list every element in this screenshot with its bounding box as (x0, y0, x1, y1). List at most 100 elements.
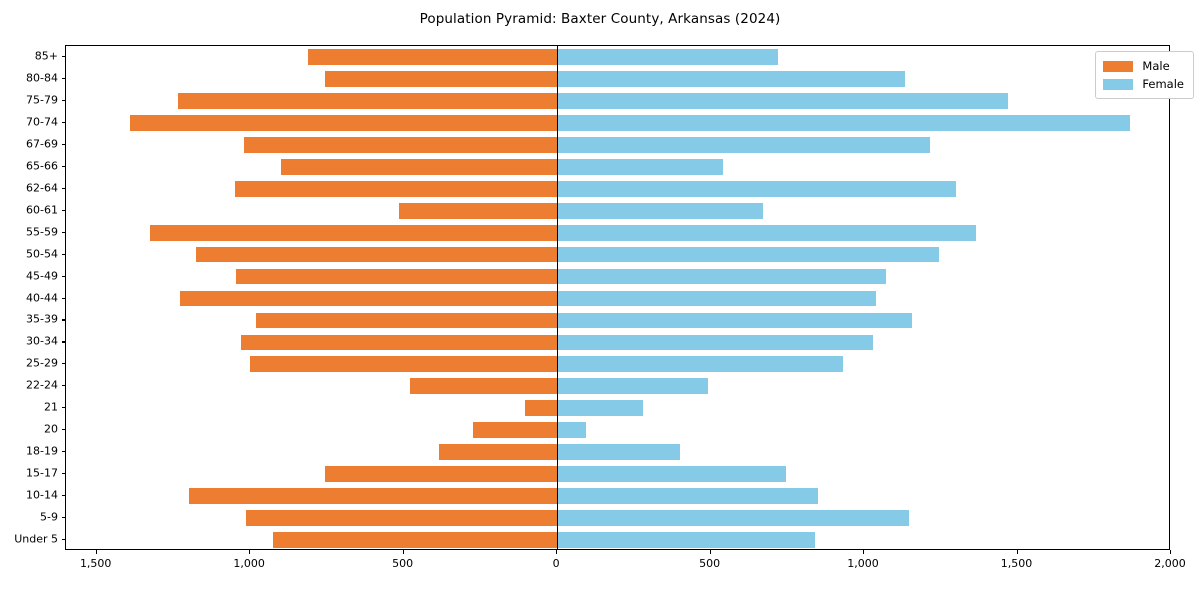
bar-male[interactable] (240, 334, 558, 351)
y-tick-label: 10-14 (26, 488, 58, 502)
bar-female[interactable] (557, 224, 977, 241)
bar-male[interactable] (273, 532, 558, 548)
y-tick-mark (61, 77, 65, 80)
legend-item-male[interactable]: Male (1103, 57, 1184, 75)
bar-female[interactable] (557, 510, 909, 526)
bar-male[interactable] (188, 488, 558, 504)
y-tick-mark (61, 495, 65, 497)
y-tick-label: 45-49 (26, 269, 58, 283)
bar-row (66, 224, 1169, 241)
bar-male[interactable] (244, 136, 558, 153)
y-tick-label: 18-19 (26, 444, 58, 458)
x-tick-label: 2,000 (1154, 557, 1186, 570)
y-tick-label: 25-29 (26, 356, 58, 370)
y-tick-label: 21 (44, 400, 58, 414)
bar-row (66, 202, 1169, 219)
legend-label: Female (1142, 77, 1184, 91)
bar-male[interactable] (150, 224, 558, 241)
y-tick-mark (61, 363, 65, 365)
bar-female[interactable] (557, 180, 957, 197)
zero-axis-line (557, 46, 559, 549)
bar-row (66, 71, 1169, 87)
x-tick-mark (709, 550, 711, 554)
bar-female[interactable] (557, 202, 763, 219)
bar-male[interactable] (234, 180, 558, 197)
bar-female[interactable] (557, 488, 818, 504)
bar-row (66, 180, 1169, 197)
page-title: Population Pyramid: Baxter County, Arkan… (419, 11, 781, 27)
bar-row (66, 136, 1169, 153)
bar-male[interactable] (325, 71, 558, 87)
y-tick-mark (61, 429, 65, 431)
bar-row (66, 158, 1169, 175)
bar-female[interactable] (557, 268, 886, 285)
bar-male[interactable] (178, 92, 558, 109)
bar-row (66, 312, 1169, 329)
bar-male[interactable] (399, 202, 558, 219)
legend-item-female[interactable]: Female (1103, 75, 1184, 93)
y-tick-mark (61, 407, 65, 409)
bar-male[interactable] (409, 378, 558, 395)
bar-male[interactable] (250, 356, 558, 373)
x-tick-label: 1,500 (1000, 557, 1033, 570)
plot-area (66, 46, 1169, 549)
y-tick-label: Under 5 (14, 532, 58, 546)
bar-female[interactable] (557, 400, 644, 417)
x-tick-mark (863, 550, 865, 554)
bar-female[interactable] (557, 136, 931, 153)
bar-row (66, 290, 1169, 307)
bar-female[interactable] (557, 334, 874, 351)
y-tick-mark (61, 341, 65, 343)
bar-male[interactable] (245, 510, 558, 526)
y-tick-mark (61, 143, 65, 145)
bar-female[interactable] (557, 422, 587, 439)
bar-female[interactable] (557, 444, 680, 461)
x-tick-mark (1170, 550, 1172, 554)
x-tick-mark (249, 550, 251, 554)
bar-female[interactable] (557, 92, 1009, 109)
bar-female[interactable] (557, 114, 1130, 131)
y-tick-label: 60-61 (26, 203, 58, 217)
x-tick-label: 1,000 (847, 557, 879, 570)
y-tick-mark (61, 187, 65, 189)
y-tick-label: 67-69 (26, 137, 58, 151)
bar-female[interactable] (557, 71, 906, 87)
y-tick-label: 85+ (34, 49, 58, 63)
bar-female[interactable] (557, 158, 723, 175)
y-tick-mark (61, 539, 65, 541)
bar-female[interactable] (557, 532, 815, 548)
y-tick-mark (61, 517, 65, 519)
bar-female[interactable] (557, 290, 877, 307)
bar-male[interactable] (179, 290, 558, 307)
y-tick-mark (61, 55, 65, 58)
bar-row (66, 466, 1169, 483)
x-tick-mark (402, 550, 404, 554)
bar-male[interactable] (325, 466, 558, 483)
bar-female[interactable] (557, 378, 708, 395)
y-tick-label: 55-59 (26, 225, 58, 239)
y-tick-label: 35-39 (26, 312, 58, 326)
bar-row (66, 422, 1169, 439)
y-tick-mark (61, 385, 65, 387)
bar-male[interactable] (196, 246, 558, 263)
bar-female[interactable] (557, 466, 786, 483)
y-tick-label: 20 (44, 422, 58, 436)
bar-male[interactable] (130, 114, 558, 131)
bar-female[interactable] (557, 246, 940, 263)
bar-row (66, 444, 1169, 461)
bar-male[interactable] (524, 400, 558, 417)
x-tick-label: 500 (392, 557, 414, 570)
bar-male[interactable] (236, 268, 558, 285)
chart-axes (65, 45, 1170, 550)
bar-male[interactable] (472, 422, 558, 439)
bar-male[interactable] (280, 158, 558, 175)
bar-female[interactable] (557, 312, 912, 329)
bar-female[interactable] (557, 49, 779, 65)
x-tick-label: 500 (699, 557, 721, 570)
bar-male[interactable] (308, 49, 558, 65)
bar-female[interactable] (557, 356, 843, 373)
bar-male[interactable] (438, 444, 558, 461)
bar-male[interactable] (256, 312, 558, 329)
legend[interactable]: Male Female (1095, 51, 1194, 99)
